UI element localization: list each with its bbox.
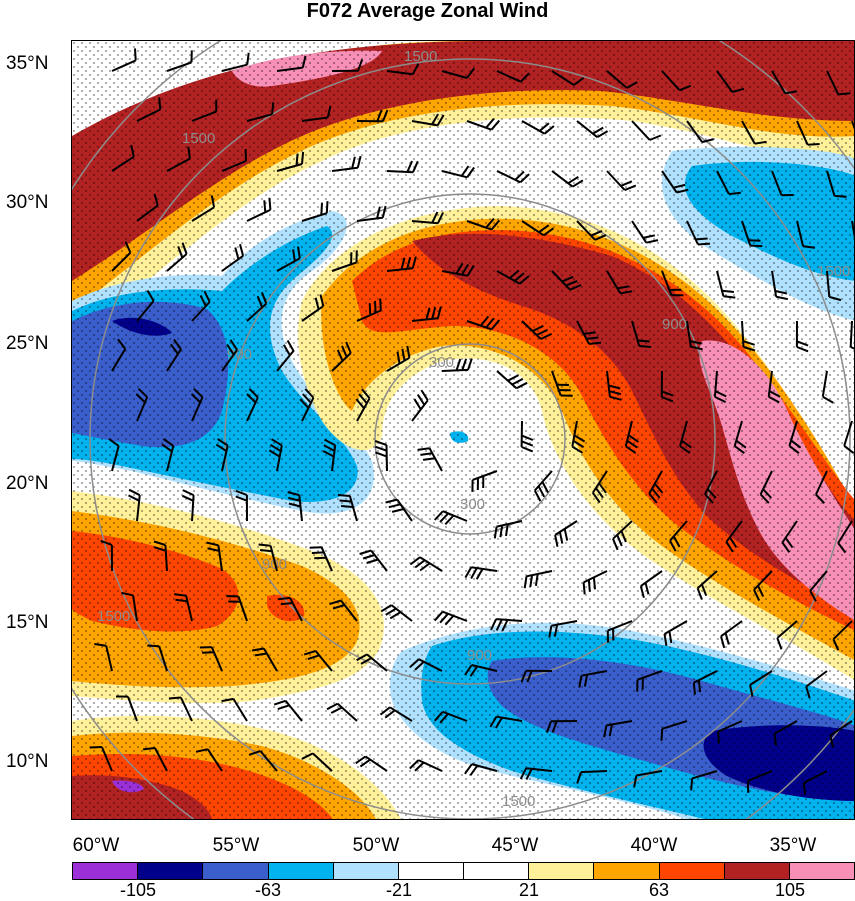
wind-barb-feather [297,154,298,166]
wind-barb-feather [159,98,160,110]
colorbar-swatch [334,863,399,879]
lon-label: 60°W [73,836,120,856]
wind-barb-feather [169,698,181,699]
wind-barb-feather [835,196,847,197]
colorbar-label: -21 [386,880,412,901]
wind-barb-feather [302,152,303,164]
wind-barb-feather [380,299,381,311]
ring-label: 1500 [502,793,535,810]
wind-barb-feather [143,748,155,749]
wind-barb-feather [321,203,322,215]
wind-barb-feather [278,598,290,599]
lat-label: 15°N [6,613,48,633]
colorbar-swatch [269,863,334,879]
wind-barb-feather [586,338,598,339]
ring-label: 1500 [182,130,215,147]
wind-barb-feather [638,341,650,342]
wind-barb-feather [202,652,214,653]
wind-barb-feather [259,545,271,546]
wind-barb-feather [804,783,805,795]
wind-barb-feather [375,301,376,313]
wind-barb-feather [584,582,585,594]
wind-barb-feather [696,239,708,240]
colorbar-swatch [138,863,203,879]
wind-barb-feather [340,501,352,502]
colorbar-swatch [464,863,529,879]
map-plot: 300 300 900 900 900 900 1500 1500 1500 1… [72,41,855,820]
lon-label: 50°W [353,836,400,856]
wind-barb-feather [729,193,741,194]
ring-label: 1500 [97,608,130,625]
wind-barb-feather [269,198,270,210]
colorbar-label: -105 [120,880,156,901]
lat-label: 10°N [6,752,48,772]
wind-barb-feather [312,552,324,553]
colorbar-label: 63 [649,880,669,901]
wind-barb-feather [589,343,601,344]
wind-barb [387,171,413,172]
wind-barb-feather [639,346,651,347]
ring-label: 1500 [404,48,437,65]
wind-barb-feather [260,550,272,551]
lat-label: 20°N [6,474,48,494]
wind-barb-feather [589,580,590,592]
wind-barb-feather [722,291,734,292]
wind-barb-feather [808,144,820,145]
colorbar-swatch [660,863,725,879]
wind-barb-feather [749,240,761,241]
wind-barb-feather [594,577,595,589]
wind-barb-feather [341,506,353,507]
colorbar-swatch [399,863,464,879]
wind-barb-feather [718,732,719,744]
ring-label: 300 [429,354,454,371]
wind-barb [581,771,607,772]
colorbar-swatch [594,863,659,879]
lon-label: 55°W [213,836,260,856]
wind-barb-feather [90,747,102,748]
wind-barb-feather [838,93,850,94]
wind-barb-feather [310,547,322,548]
colorbar-label: 21 [519,880,539,901]
wind-barb-feather [662,729,663,741]
lon-label: 35°W [770,836,817,856]
ring-label: 1500 [817,263,850,280]
wind-barb-feather [314,558,326,559]
colorbar-label: 105 [775,880,805,901]
wind-barb-feather [370,303,371,315]
lat-label: 25°N [6,334,48,354]
colorbar-label: -63 [255,880,281,901]
ring-label: 900 [662,316,687,333]
wind-barb-feather [698,244,710,245]
wind-barb-feather [338,495,350,496]
wind-barb-feather [723,296,735,297]
wind-barb-feather [691,778,692,790]
wind-map: 300 300 900 900 900 900 1500 1500 1500 1… [71,40,855,820]
lon-label: 40°W [631,836,678,856]
wind-barb [442,370,468,371]
colorbar [72,862,855,880]
wind-barb [387,445,388,471]
lat-label: 30°N [6,193,48,213]
map-title: F072 Average Zonal Wind [0,0,855,22]
lat-label: 35°N [6,54,48,74]
colorbar-swatch [203,863,268,879]
wind-barb-feather [281,603,293,604]
wind-barb-feather [699,680,700,692]
colorbar-swatch [529,863,594,879]
ring-label: 300 [460,496,485,513]
wind-barb-feather [147,646,159,647]
wind-barb-feather [327,201,328,213]
colorbar-swatch [73,863,138,879]
wind-barb-feather [694,683,695,695]
colorbar-swatch [790,863,854,879]
lon-label: 45°W [492,836,539,856]
colorbar-swatch [725,863,790,879]
ring-label: 900 [467,647,492,664]
wind-barb-feather [750,246,762,247]
wind-barb-feather [272,102,273,114]
wind-barb-feather [264,200,265,212]
wind-barb-feather [135,48,136,60]
wind-barb [851,321,852,347]
